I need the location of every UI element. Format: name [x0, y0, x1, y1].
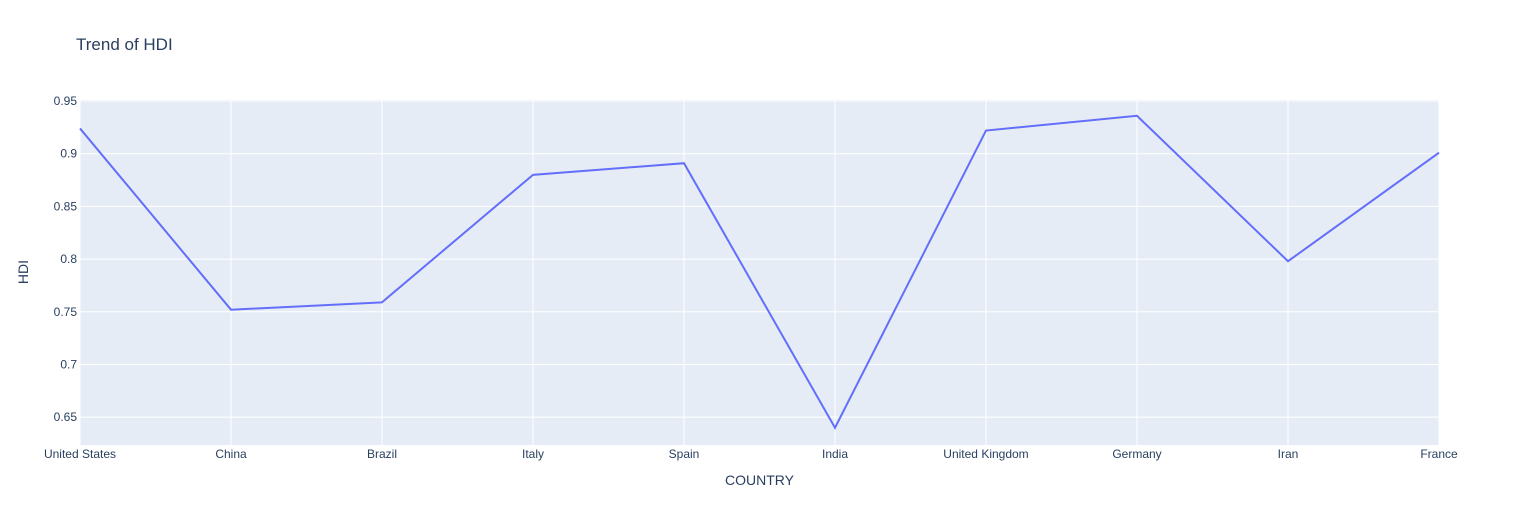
x-tick-label: Spain: [669, 447, 700, 461]
y-tick-label: 0.8: [60, 252, 77, 266]
x-tick-label: France: [1420, 447, 1458, 461]
grid-lines: [79, 100, 1440, 445]
x-tick-label: Italy: [522, 447, 544, 461]
y-tick-label: 0.95: [54, 94, 78, 108]
y-tick-label: 0.7: [60, 357, 77, 371]
plot-area: [80, 100, 1439, 445]
series-line: [79, 114, 1440, 430]
x-tick-label: Brazil: [367, 447, 397, 461]
chart-title: Trend of HDI: [76, 35, 173, 54]
x-tick-label: United Kingdom: [943, 447, 1028, 461]
x-tick-label: China: [215, 447, 247, 461]
y-tick-label: 0.9: [60, 147, 77, 161]
x-tick-label: Iran: [1278, 447, 1299, 461]
y-axis-ticks: 0.65 0.7 0.75 0.8 0.85 0.9 0.95: [54, 94, 78, 424]
x-axis-ticks: United States China Brazil Italy Spain India U…: [44, 447, 1458, 461]
y-axis-label: HDI: [15, 260, 31, 284]
y-tick-label: 0.85: [54, 199, 78, 213]
y-tick-label: 0.75: [54, 305, 78, 319]
x-axis-label: COUNTRY: [725, 472, 795, 488]
x-tick-label: India: [822, 447, 848, 461]
x-tick-label: United States: [44, 447, 116, 461]
y-tick-label: 0.65: [54, 410, 78, 424]
x-tick-label: Germany: [1112, 447, 1161, 461]
